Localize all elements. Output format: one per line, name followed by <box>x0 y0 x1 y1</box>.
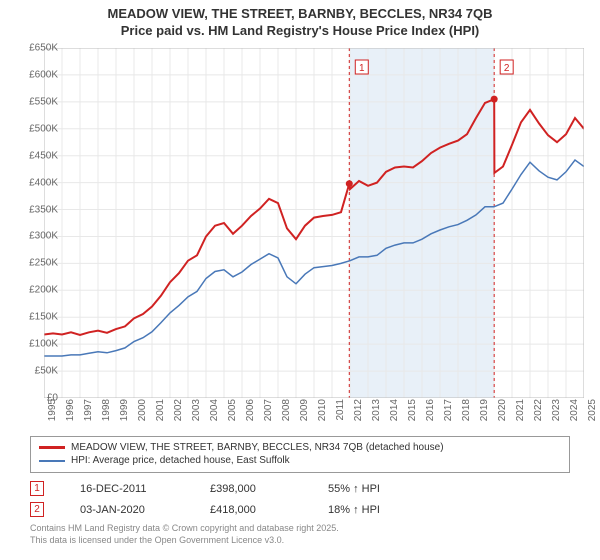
x-tick-label: 2016 <box>425 399 436 421</box>
x-tick-label: 2014 <box>389 399 400 421</box>
y-tick-label: £200K <box>29 285 58 296</box>
sale-pct: 55% ↑ HPI <box>328 483 416 495</box>
chart-container: MEADOW VIEW, THE STREET, BARNBY, BECCLES… <box>0 0 600 560</box>
x-tick-label: 1996 <box>65 399 76 421</box>
y-tick-label: £650K <box>29 43 58 54</box>
sale-marker: 2 <box>30 502 44 517</box>
sale-rows: 1 16-DEC-2011 £398,000 55% ↑ HPI 2 03-JAN-202… <box>30 481 570 517</box>
x-tick-label: 2017 <box>443 399 454 421</box>
x-tick-label: 2020 <box>497 399 508 421</box>
y-tick-label: £150K <box>29 312 58 323</box>
footer-line-2: This data is licensed under the Open Gov… <box>30 535 570 547</box>
sale-price: £418,000 <box>210 504 298 516</box>
title-line-1: MEADOW VIEW, THE STREET, BARNBY, BECCLES… <box>0 6 600 23</box>
y-tick-label: £350K <box>29 204 58 215</box>
y-tick-label: £600K <box>29 69 58 80</box>
footer-text: Contains HM Land Registry data © Crown c… <box>30 523 570 546</box>
legend-row: HPI: Average price, detached house, East… <box>39 454 561 467</box>
y-tick-label: £400K <box>29 177 58 188</box>
plot-svg: 12 <box>44 48 584 398</box>
x-tick-label: 1995 <box>47 399 58 421</box>
x-tick-label: 1999 <box>119 399 130 421</box>
x-tick-label: 2008 <box>281 399 292 421</box>
sale-date: 16-DEC-2011 <box>80 483 180 495</box>
title-line-2: Price paid vs. HM Land Registry's House … <box>0 23 600 40</box>
x-tick-label: 2006 <box>245 399 256 421</box>
x-tick-label: 2007 <box>263 399 274 421</box>
x-tick-label: 2000 <box>137 399 148 421</box>
y-tick-label: £100K <box>29 339 58 350</box>
x-tick-label: 2025 <box>587 399 598 421</box>
svg-text:1: 1 <box>359 63 365 74</box>
y-tick-label: £550K <box>29 96 58 107</box>
x-tick-label: 1998 <box>101 399 112 421</box>
x-tick-label: 2013 <box>371 399 382 421</box>
x-tick-label: 2022 <box>533 399 544 421</box>
legend-swatch <box>39 460 65 462</box>
y-tick-label: £50K <box>35 366 58 377</box>
sale-date: 03-JAN-2020 <box>80 504 180 516</box>
x-tick-label: 2024 <box>569 399 580 421</box>
legend-row: MEADOW VIEW, THE STREET, BARNBY, BECCLES… <box>39 441 561 454</box>
x-tick-label: 2009 <box>299 399 310 421</box>
x-tick-label: 2010 <box>317 399 328 421</box>
y-tick-label: £300K <box>29 231 58 242</box>
x-tick-label: 2011 <box>335 399 346 421</box>
legend-block: MEADOW VIEW, THE STREET, BARNBY, BECCLES… <box>30 436 570 546</box>
x-tick-label: 2015 <box>407 399 418 421</box>
title-block: MEADOW VIEW, THE STREET, BARNBY, BECCLES… <box>0 0 600 42</box>
legend-swatch <box>39 446 65 449</box>
plot-area: 12 <box>44 48 584 398</box>
y-tick-label: £450K <box>29 150 58 161</box>
sale-marker: 1 <box>30 481 44 496</box>
x-tick-label: 2005 <box>227 399 238 421</box>
x-tick-label: 2003 <box>191 399 202 421</box>
legend-label: MEADOW VIEW, THE STREET, BARNBY, BECCLES… <box>71 442 444 453</box>
sale-row: 1 16-DEC-2011 £398,000 55% ↑ HPI <box>30 481 570 496</box>
footer-line-1: Contains HM Land Registry data © Crown c… <box>30 523 570 535</box>
sale-pct: 18% ↑ HPI <box>328 504 416 516</box>
x-tick-label: 2019 <box>479 399 490 421</box>
sale-row: 2 03-JAN-2020 £418,000 18% ↑ HPI <box>30 502 570 517</box>
x-tick-label: 1997 <box>83 399 94 421</box>
y-tick-label: £250K <box>29 258 58 269</box>
x-tick-label: 2023 <box>551 399 562 421</box>
x-tick-label: 2002 <box>173 399 184 421</box>
legend-box: MEADOW VIEW, THE STREET, BARNBY, BECCLES… <box>30 436 570 473</box>
x-tick-label: 2012 <box>353 399 364 421</box>
sale-price: £398,000 <box>210 483 298 495</box>
svg-text:2: 2 <box>504 63 510 74</box>
legend-label: HPI: Average price, detached house, East… <box>71 455 290 466</box>
x-tick-label: 2021 <box>515 399 526 421</box>
y-tick-label: £500K <box>29 123 58 134</box>
x-tick-label: 2001 <box>155 399 166 421</box>
x-tick-label: 2004 <box>209 399 220 421</box>
x-tick-label: 2018 <box>461 399 472 421</box>
